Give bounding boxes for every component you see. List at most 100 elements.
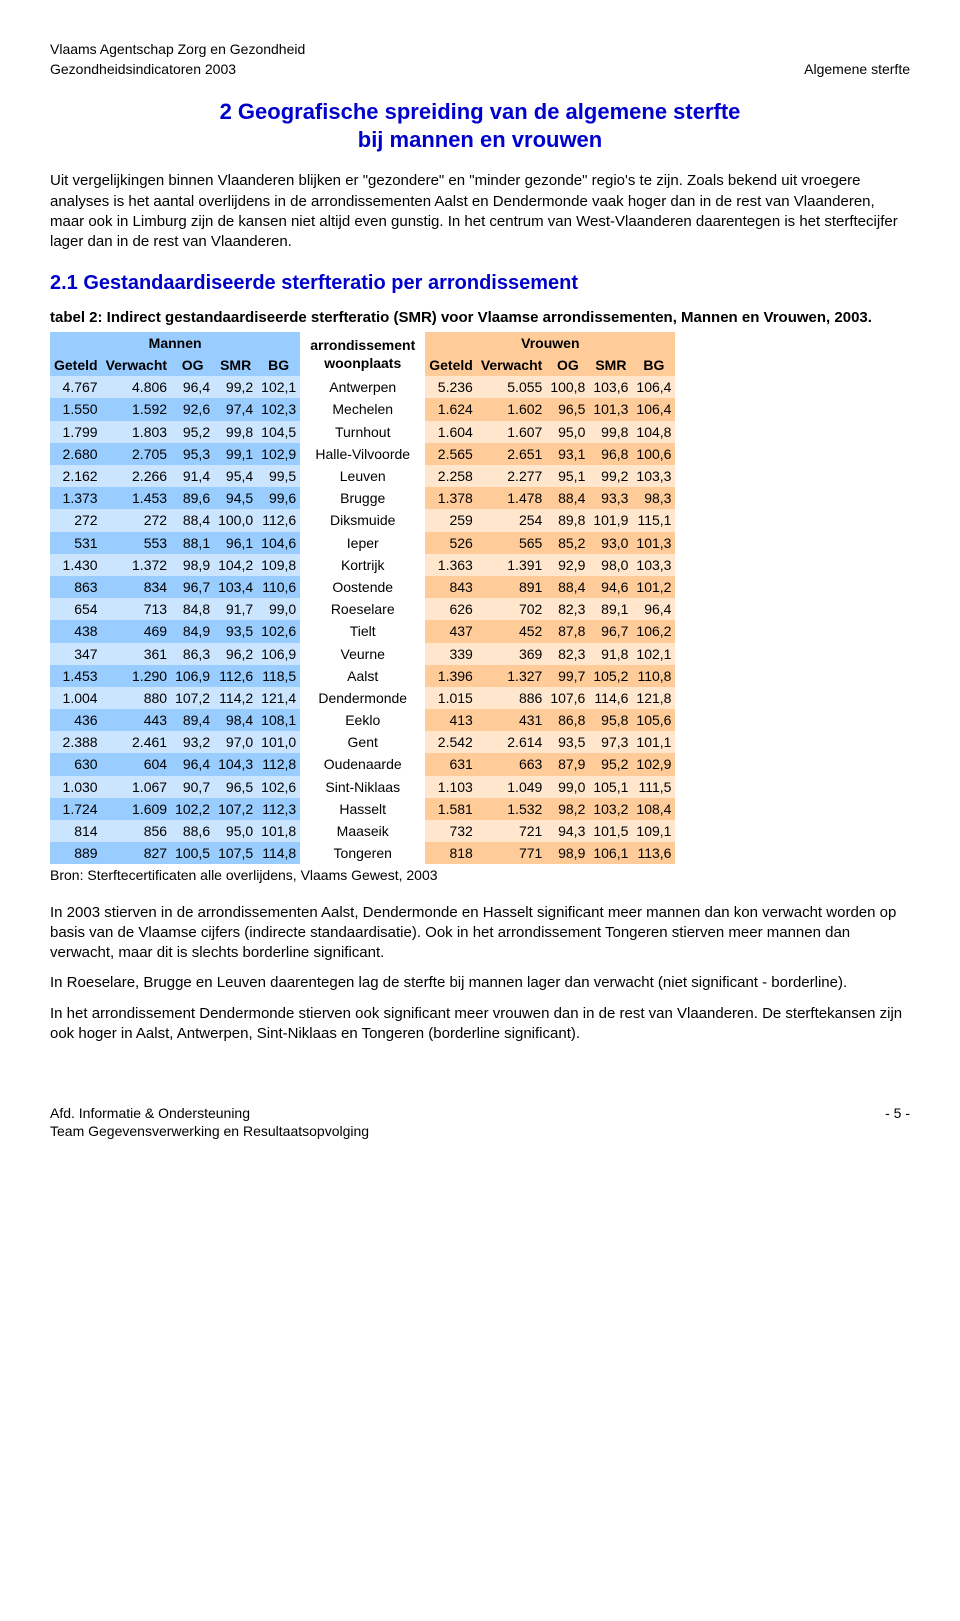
table-row: 2.1622.26691,495,499,5Leuven2.2582.27795…	[50, 465, 675, 487]
cell-women: 100,8	[546, 376, 589, 398]
cell-men: 99,1	[214, 443, 257, 465]
cell-men: 118,5	[257, 665, 300, 687]
cell-women: 1.363	[425, 554, 477, 576]
cell-men: 99,0	[257, 598, 300, 620]
cell-men: 101,8	[257, 820, 300, 842]
col-m-2: OG	[171, 354, 214, 376]
cell-men: 1.550	[50, 398, 102, 420]
footer-page-number: - 5 -	[885, 1104, 910, 1140]
col-w-0: Geteld	[425, 354, 477, 376]
cell-men: 99,6	[257, 487, 300, 509]
cell-women: 99,0	[546, 776, 589, 798]
cell-men: 90,7	[171, 776, 214, 798]
cell-men: 101,0	[257, 731, 300, 753]
cell-women: 1.049	[477, 776, 546, 798]
cell-men: 114,2	[214, 687, 257, 709]
cell-men: 103,4	[214, 576, 257, 598]
header-arr-l1: arrondissement	[310, 337, 415, 353]
cell-men: 97,4	[214, 398, 257, 420]
cell-men: 443	[102, 709, 171, 731]
cell-women: 99,7	[546, 665, 589, 687]
cell-women: 101,1	[632, 731, 675, 753]
cell-men: 814	[50, 820, 102, 842]
table-row: 1.4531.290106,9112,6118,5Aalst1.3961.327…	[50, 665, 675, 687]
cell-women: 732	[425, 820, 477, 842]
cell-men: 110,6	[257, 576, 300, 598]
cell-women: 1.327	[477, 665, 546, 687]
cell-women: 106,2	[632, 620, 675, 642]
table-source: Bron: Sterftecertificaten alle overlijde…	[50, 866, 910, 884]
cell-women: 565	[477, 532, 546, 554]
cell-women: 87,9	[546, 753, 589, 775]
cell-women: 105,6	[632, 709, 675, 731]
cell-women: 99,8	[589, 421, 632, 443]
cell-men: 98,9	[171, 554, 214, 576]
table-row: 34736186,396,2106,9Veurne33936982,391,81…	[50, 643, 675, 665]
cell-women: 254	[477, 509, 546, 531]
table-row: 63060496,4104,3112,8Oudenaarde63166387,9…	[50, 753, 675, 775]
footer-left-1: Afd. Informatie & Ondersteuning	[50, 1105, 250, 1121]
header-org: Vlaams Agentschap Zorg en Gezondheid	[50, 40, 910, 58]
cell-men: 863	[50, 576, 102, 598]
cell-women: 94,6	[589, 576, 632, 598]
cell-men: 112,6	[214, 665, 257, 687]
cell-women: 82,3	[546, 643, 589, 665]
cell-men: 1.453	[102, 487, 171, 509]
cell-women: 98,0	[589, 554, 632, 576]
cell-women: 101,2	[632, 576, 675, 598]
cell-men: 1.030	[50, 776, 102, 798]
cell-women: 121,8	[632, 687, 675, 709]
table-row: 2.6802.70595,399,1102,9Halle-Vilvoorde2.…	[50, 443, 675, 465]
cell-men: 91,7	[214, 598, 257, 620]
cell-women: 96,7	[589, 620, 632, 642]
table-row: 4.7674.80696,499,2102,1Antwerpen5.2365.0…	[50, 376, 675, 398]
subsection-title: 2.1 Gestandaardiseerde sterfteratio per …	[50, 270, 910, 296]
cell-arrondissement: Dendermonde	[300, 687, 425, 709]
cell-men: 1.004	[50, 687, 102, 709]
cell-men: 97,0	[214, 731, 257, 753]
header-arr: arrondissement woonplaats	[300, 332, 425, 376]
cell-men: 96,2	[214, 643, 257, 665]
cell-men: 108,1	[257, 709, 300, 731]
cell-women: 1.396	[425, 665, 477, 687]
cell-men: 102,6	[257, 620, 300, 642]
cell-women: 1.607	[477, 421, 546, 443]
cell-women: 413	[425, 709, 477, 731]
cell-men: 102,1	[257, 376, 300, 398]
intro-paragraph: Uit vergelijkingen binnen Vlaanderen bli…	[50, 171, 910, 252]
cell-men: 531	[50, 532, 102, 554]
header-arr-l2: woonplaats	[324, 355, 401, 371]
table-row: 1.7991.80395,299,8104,5Turnhout1.6041.60…	[50, 421, 675, 443]
cell-men: 272	[102, 509, 171, 531]
cell-men: 4.806	[102, 376, 171, 398]
cell-women: 95,1	[546, 465, 589, 487]
cell-men: 104,3	[214, 753, 257, 775]
cell-arrondissement: Roeselare	[300, 598, 425, 620]
cell-women: 93,1	[546, 443, 589, 465]
cell-arrondissement: Tielt	[300, 620, 425, 642]
cell-women: 2.565	[425, 443, 477, 465]
cell-women: 626	[425, 598, 477, 620]
cell-men: 713	[102, 598, 171, 620]
cell-women: 106,1	[589, 842, 632, 864]
cell-women: 891	[477, 576, 546, 598]
cell-men: 95,0	[214, 820, 257, 842]
cell-men: 1.373	[50, 487, 102, 509]
table-row: 65471384,891,799,0Roeselare62670282,389,…	[50, 598, 675, 620]
cell-men: 2.388	[50, 731, 102, 753]
cell-men: 1.799	[50, 421, 102, 443]
table-row: 1.4301.37298,9104,2109,8Kortrijk1.3631.3…	[50, 554, 675, 576]
cell-arrondissement: Diksmuide	[300, 509, 425, 531]
header-women: Vrouwen	[425, 332, 675, 354]
cell-women: 97,3	[589, 731, 632, 753]
cell-women: 721	[477, 820, 546, 842]
table-row: 27227288,4100,0112,6Diksmuide25925489,81…	[50, 509, 675, 531]
cell-men: 1.067	[102, 776, 171, 798]
cell-men: 889	[50, 842, 102, 864]
table-row: 1.7241.609102,2107,2112,3Hasselt1.5811.5…	[50, 798, 675, 820]
cell-women: 702	[477, 598, 546, 620]
header-row: Gezondheidsindicatoren 2003 Algemene ste…	[50, 60, 910, 78]
cell-men: 92,6	[171, 398, 214, 420]
table-row: 1.5501.59292,697,4102,3Mechelen1.6241.60…	[50, 398, 675, 420]
cell-arrondissement: Mechelen	[300, 398, 425, 420]
